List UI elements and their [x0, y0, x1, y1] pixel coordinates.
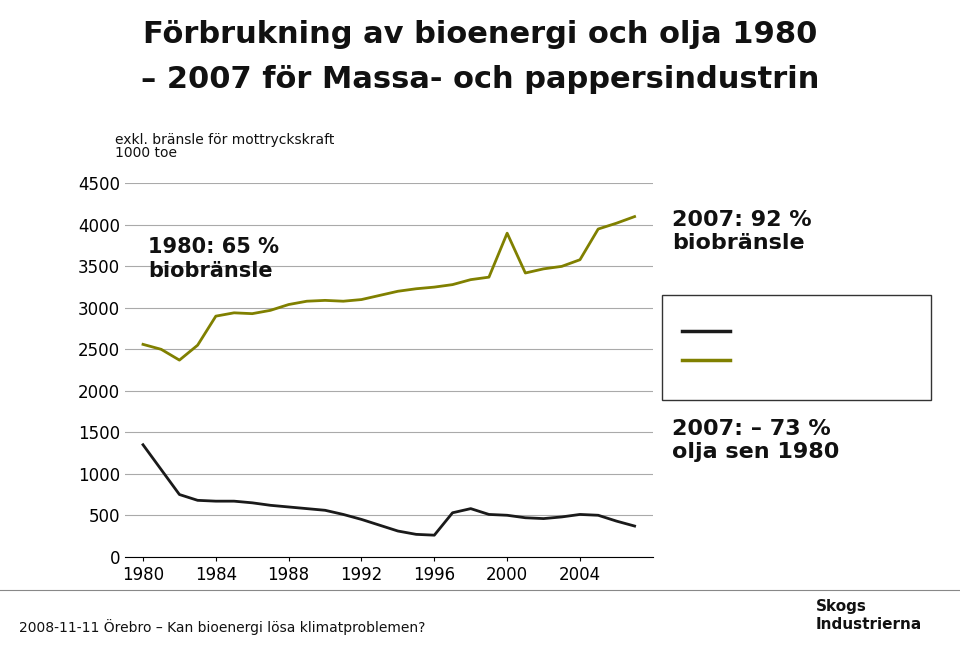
Text: 2007: 92 %
biobränsle: 2007: 92 % biobränsle [672, 210, 811, 253]
Text: Förbrukning av bioenergi och olja 1980: Förbrukning av bioenergi och olja 1980 [143, 20, 817, 48]
olja [338, 510, 349, 518]
biobränsle [301, 297, 313, 305]
biobränsle [538, 265, 549, 272]
biobränsle [501, 229, 513, 237]
biobränsle [574, 256, 586, 264]
Text: exkl. bränsle för mottryckskraft: exkl. bränsle för mottryckskraft [115, 134, 335, 147]
olja [210, 497, 222, 505]
Text: 1980: 65 %
biobränsle: 1980: 65 % biobränsle [149, 237, 279, 280]
Text: olja: olja [739, 322, 776, 340]
olja [392, 527, 403, 535]
biobränsle [374, 291, 386, 299]
olja [247, 499, 258, 507]
biobränsle [265, 307, 276, 314]
biobränsle [446, 281, 458, 289]
olja [574, 510, 586, 518]
biobränsle [156, 345, 167, 353]
olja [519, 514, 531, 521]
olja [174, 491, 185, 498]
biobränsle [228, 309, 240, 317]
biobränsle [592, 225, 604, 233]
Text: 2008-11-11 Örebro – Kan bioenergi lösa klimatproblemen?: 2008-11-11 Örebro – Kan bioenergi lösa k… [19, 620, 425, 635]
olja [156, 466, 167, 474]
biobränsle [356, 295, 368, 303]
Line: olja: olja [143, 445, 635, 535]
biobränsle [192, 341, 204, 349]
biobränsle [247, 310, 258, 318]
olja [283, 503, 295, 511]
olja [556, 513, 567, 521]
Text: – 2007 för Massa- och pappersindustrin: – 2007 för Massa- och pappersindustrin [141, 66, 819, 94]
olja [410, 531, 421, 538]
biobränsle [392, 288, 403, 295]
biobränsle [428, 283, 440, 291]
olja [356, 515, 368, 523]
biobränsle [174, 356, 185, 364]
Line: biobränsle: biobränsle [143, 217, 635, 360]
olja [538, 515, 549, 523]
olja [501, 512, 513, 519]
olja [465, 505, 476, 513]
olja [301, 505, 313, 513]
biobränsle [320, 297, 331, 305]
olja [592, 512, 604, 519]
biobränsle [338, 297, 349, 305]
Text: 2007: – 73 %
olja sen 1980: 2007: – 73 % olja sen 1980 [672, 419, 839, 462]
olja [611, 517, 622, 525]
olja [446, 509, 458, 517]
biobränsle [483, 273, 494, 281]
olja [428, 531, 440, 539]
biobränsle [283, 301, 295, 309]
olja [228, 497, 240, 505]
biobränsle [556, 263, 567, 271]
biobränsle [465, 276, 476, 284]
biobränsle [611, 219, 622, 227]
biobränsle [519, 269, 531, 277]
olja [192, 496, 204, 504]
Text: 1000 toe: 1000 toe [115, 146, 178, 160]
olja [483, 510, 494, 518]
olja [374, 521, 386, 529]
Text: biobränsle: biobränsle [739, 351, 846, 369]
olja [137, 441, 149, 449]
biobränsle [629, 213, 640, 221]
biobränsle [410, 285, 421, 293]
biobränsle [210, 312, 222, 320]
Text: Skogs
Industrierna: Skogs Industrierna [816, 599, 923, 632]
olja [265, 501, 276, 509]
olja [320, 506, 331, 514]
biobränsle [137, 341, 149, 348]
olja [629, 522, 640, 530]
